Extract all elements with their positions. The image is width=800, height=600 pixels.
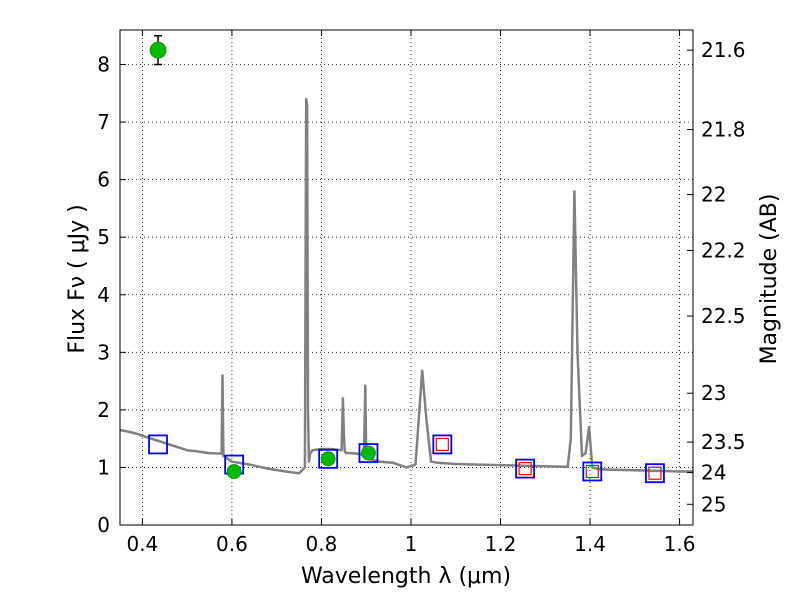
right-axis-tick-label: 22 [701,183,726,207]
right-axis-tick-label: 22.2 [701,238,746,262]
y-tick-label: 1 [97,455,110,479]
right-axis-tick-label: 23 [701,381,726,405]
plot-frame [119,29,694,526]
blue-square-marker [582,461,603,482]
x-tick-label: 0.6 [216,532,248,556]
y-tick-label: 7 [97,110,110,134]
red-square-marker [435,437,449,452]
red-square-marker [648,466,662,480]
blue-square-marker [515,458,536,479]
right-axis-tick-label: 21.8 [701,118,746,142]
right-axis-tick-label: 25 [701,492,726,516]
axis-ticks: 0.4 0.6 0.8 1 1.2 1.4 1.601234567821.621.82222… [97,30,746,556]
y-tick-label: 5 [97,225,110,249]
green-circle-marker [149,41,167,59]
green-circle-marker [226,464,242,479]
x-tick-label: 1 [405,532,418,556]
right-axis-tick-label: 21.6 [701,38,746,62]
y-tick-label: 0 [97,513,110,537]
y-tick-label: 6 [97,168,110,192]
x-tick-label: 1.4 [574,532,606,556]
x-tick-label: 0.4 [126,532,158,556]
x-tick-label: 0.8 [306,532,338,556]
right-axis-tick-label: 24 [701,461,726,485]
red-square-marker [585,464,599,479]
y-tick-label: 2 [97,398,110,422]
green-circle-marker [361,445,376,461]
y-axis-label-right: Magnitude (AB) [757,194,782,365]
photometry-markers [148,35,665,484]
x-tick-label: 1.2 [485,532,517,556]
blue-square-marker [318,448,339,469]
x-tick-label: 1.6 [664,532,696,556]
y-tick-label: 3 [97,340,110,364]
y-axis-label-left: Flux Fν ( μJy ) [65,204,90,353]
spectrum-layer [120,97,693,475]
blue-square-marker [645,463,665,484]
right-axis-tick-label: 23.5 [701,430,746,454]
spectrum-line [120,97,693,475]
grid-lines [120,30,693,526]
y-tick-label: 4 [97,283,110,307]
right-axis-tick-label: 22.5 [701,304,746,328]
y-tick-label: 8 [97,53,110,77]
blue-square-marker [148,434,168,455]
blue-square-marker [358,443,379,463]
blue-square-marker [432,434,453,455]
red-square-marker [518,461,532,476]
green-circle-marker [320,451,336,467]
x-axis-label: Wavelength λ (μm) [301,564,511,589]
